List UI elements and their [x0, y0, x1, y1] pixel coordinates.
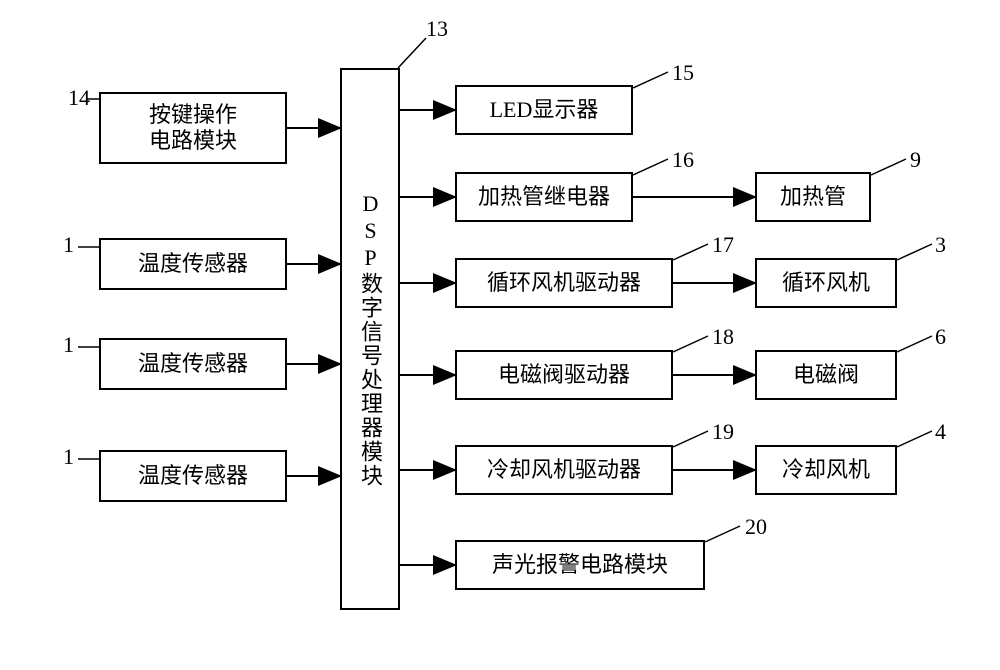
block-label-fan_driver: 循环风机驱动器: [487, 270, 641, 296]
ref-label-valve_driver: 18: [712, 324, 734, 350]
leader-heater_relay: [633, 159, 668, 175]
block-label-cool_fan: 冷却风机: [782, 457, 870, 483]
ref-label-valve: 6: [935, 324, 946, 350]
ref-label-fan: 3: [935, 232, 946, 258]
ref-label-led: 15: [672, 60, 694, 86]
block-label-keypad: 按键操作电路模块: [149, 102, 237, 155]
block-label-temp2: 温度传感器: [138, 351, 248, 377]
block-temp1: 温度传感器: [99, 238, 287, 290]
ref-label-temp2: 1: [63, 332, 74, 358]
ref-label-alarm: 20: [745, 514, 767, 540]
ref-label-heater: 9: [910, 147, 921, 173]
leader-alarm: [705, 526, 740, 542]
block-label-cool_driver: 冷却风机驱动器: [487, 457, 641, 483]
leader-dsp: [398, 38, 426, 68]
block-cool_fan: 冷却风机: [755, 445, 897, 495]
block-label-dsp: DSP数字信号处理器模块: [354, 191, 386, 488]
block-label-led: LED显示器: [490, 97, 599, 123]
block-label-valve: 电磁阀: [793, 362, 859, 388]
block-temp2: 温度传感器: [99, 338, 287, 390]
ref-label-temp3: 1: [63, 444, 74, 470]
ref-label-cool_driver: 19: [712, 419, 734, 445]
block-led: LED显示器: [455, 85, 633, 135]
ref-label-heater_relay: 16: [672, 147, 694, 173]
block-keypad: 按键操作电路模块: [99, 92, 287, 164]
block-label-alarm: 声光报警电路模块: [492, 552, 668, 578]
leader-cool_driver: [673, 431, 708, 447]
leader-cool_fan: [897, 431, 932, 447]
leader-fan: [897, 244, 932, 260]
leader-valve: [897, 336, 932, 352]
block-fan: 循环风机: [755, 258, 897, 308]
block-heater: 加热管: [755, 172, 871, 222]
ref-label-dsp: 13: [426, 16, 448, 42]
block-fan_driver: 循环风机驱动器: [455, 258, 673, 308]
leader-valve_driver: [673, 336, 708, 352]
block-cool_driver: 冷却风机驱动器: [455, 445, 673, 495]
block-label-temp3: 温度传感器: [138, 463, 248, 489]
block-temp3: 温度传感器: [99, 450, 287, 502]
leader-fan_driver: [673, 244, 708, 260]
block-heater_relay: 加热管继电器: [455, 172, 633, 222]
block-label-heater_relay: 加热管继电器: [478, 184, 610, 210]
block-label-temp1: 温度传感器: [138, 251, 248, 277]
block-valve_driver: 电磁阀驱动器: [455, 350, 673, 400]
ref-label-temp1: 1: [63, 232, 74, 258]
leader-led: [633, 72, 668, 88]
block-label-heater: 加热管: [780, 184, 846, 210]
ref-label-cool_fan: 4: [935, 419, 946, 445]
block-alarm: 声光报警电路模块: [455, 540, 705, 590]
ref-label-fan_driver: 17: [712, 232, 734, 258]
block-dsp: DSP数字信号处理器模块: [340, 68, 400, 610]
block-label-valve_driver: 电磁阀驱动器: [498, 362, 630, 388]
ref-label-keypad: 14: [68, 85, 90, 111]
block-label-fan: 循环风机: [782, 270, 870, 296]
block-valve: 电磁阀: [755, 350, 897, 400]
leader-heater: [871, 159, 906, 175]
